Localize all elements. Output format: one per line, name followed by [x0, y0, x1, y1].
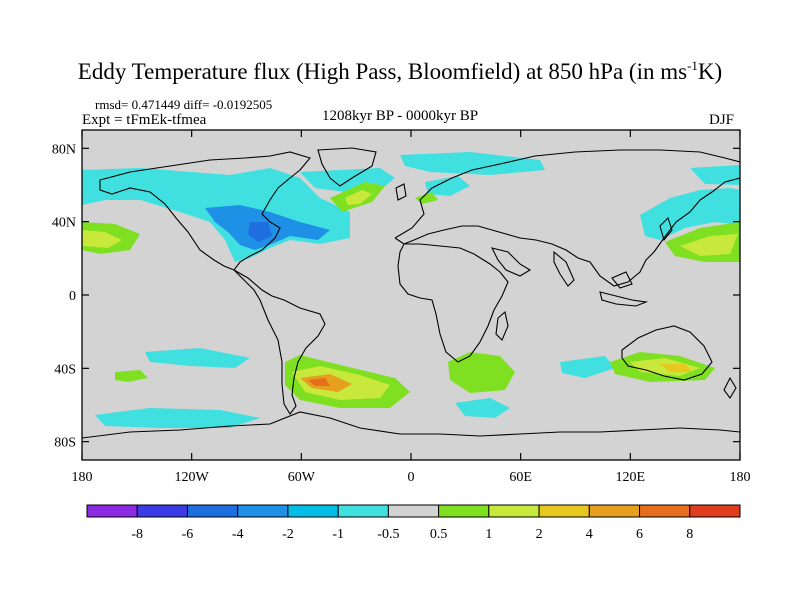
coastline-eurasia — [394, 149, 740, 287]
colorbar-label: -4 — [232, 527, 244, 542]
map-title: Eddy Temperature flux (High Pass, Bloomf… — [77, 58, 723, 84]
colorbar-swatch — [387, 504, 440, 518]
experiment-label: Expt = tFmEk-tfmea — [82, 112, 207, 128]
coastline-new-zealand — [723, 376, 737, 399]
colorbar-swatch — [186, 504, 239, 518]
positive-field-south-pacific — [115, 370, 148, 382]
colorbar-label: -2 — [282, 527, 294, 542]
lon-tick-label: 120W — [175, 470, 210, 485]
coastline-indonesia — [599, 271, 649, 307]
lon-tick-label: 120E — [616, 470, 646, 485]
period-label: 1208kyr BP - 0000kyr BP — [322, 108, 479, 124]
colorbar-swatch — [287, 504, 339, 518]
coastline-japan — [659, 216, 673, 242]
coastlines — [82, 147, 740, 439]
positive-field-australia-hot — [660, 364, 692, 372]
colorbar-swatch — [438, 504, 490, 518]
lat-tick-label: 80N — [52, 142, 76, 157]
negative-field-indian-ocean — [560, 356, 615, 378]
positive-field-south-africa — [448, 352, 515, 393]
colorbar-swatch — [136, 504, 188, 518]
negative-field-north-america-deep — [248, 222, 272, 242]
colorbar-label: -8 — [131, 527, 143, 542]
coastline-australia — [621, 325, 713, 381]
negative-field-south-pacific — [145, 348, 250, 368]
lat-tick-label: 40S — [54, 362, 76, 377]
lat-tick-label: 0 — [69, 289, 76, 304]
colorbar-label: 8 — [686, 527, 693, 542]
rmsd-diff-stats: rmsd= 0.471449 diff= -0.0192505 — [95, 97, 273, 112]
positive-field-north-pacific-west-core — [82, 230, 122, 248]
positive-field-south-america-hot — [308, 378, 330, 386]
lon-tick-label: 180 — [72, 470, 93, 485]
lon-tick-label: 0 — [408, 470, 415, 485]
colorbar-swatch — [689, 504, 741, 518]
colorbar-label: 6 — [636, 527, 643, 542]
coastline-arabia-india — [490, 247, 575, 287]
lat-tick-label: 40N — [52, 216, 76, 231]
lon-tick-label: 60E — [509, 470, 532, 485]
colorbar-label: -0.5 — [377, 527, 399, 542]
positive-field-north-atlantic-core — [345, 190, 372, 205]
lon-tick-label: 180 — [730, 470, 751, 485]
negative-field-siberia — [690, 165, 740, 185]
colorbar-swatch — [237, 504, 289, 518]
coastline-british-isles — [395, 183, 407, 201]
colorbar-label: 1 — [485, 527, 492, 542]
colorbar-swatch — [337, 504, 389, 518]
negative-field-southern-ocean — [95, 408, 260, 428]
map-axes: 180 120W 60W 0 60E 120E 180 80N 40N 0 40S 80S — [52, 130, 751, 485]
colorbar: -8 -6 -4 -2 -1 -0.5 0.5 1 2 4 6 8 — [86, 504, 741, 542]
negative-field-east-asia — [640, 188, 740, 240]
colorbar-label: 0.5 — [430, 527, 448, 542]
coastline-greenland — [317, 147, 377, 187]
colorbar-label: 2 — [536, 527, 543, 542]
coastline-central-south-america — [233, 269, 326, 415]
coastline-africa — [397, 243, 509, 363]
negative-field-southern-atlantic — [455, 398, 510, 418]
colorbar-swatch — [488, 504, 540, 518]
colorbar-swatch — [86, 504, 138, 518]
positive-field-north-pacific-east-core — [680, 234, 738, 256]
colorbar-swatch — [538, 504, 590, 518]
colorbar-swatch — [588, 504, 641, 518]
colorbar-label: -6 — [182, 527, 194, 542]
coastline-madagascar — [495, 310, 509, 341]
coastline-north-america — [99, 151, 311, 271]
lon-tick-label: 60W — [288, 470, 316, 485]
negative-field-scandinavia — [425, 176, 470, 196]
negative-field-arctic-europe — [400, 152, 545, 175]
colorbar-swatch — [639, 504, 691, 518]
colorbar-label: -1 — [332, 527, 344, 542]
lat-tick-label: 80S — [54, 436, 76, 451]
season-label: DJF — [709, 112, 735, 128]
coastline-antarctica — [82, 411, 740, 439]
colorbar-label: 4 — [586, 527, 593, 542]
